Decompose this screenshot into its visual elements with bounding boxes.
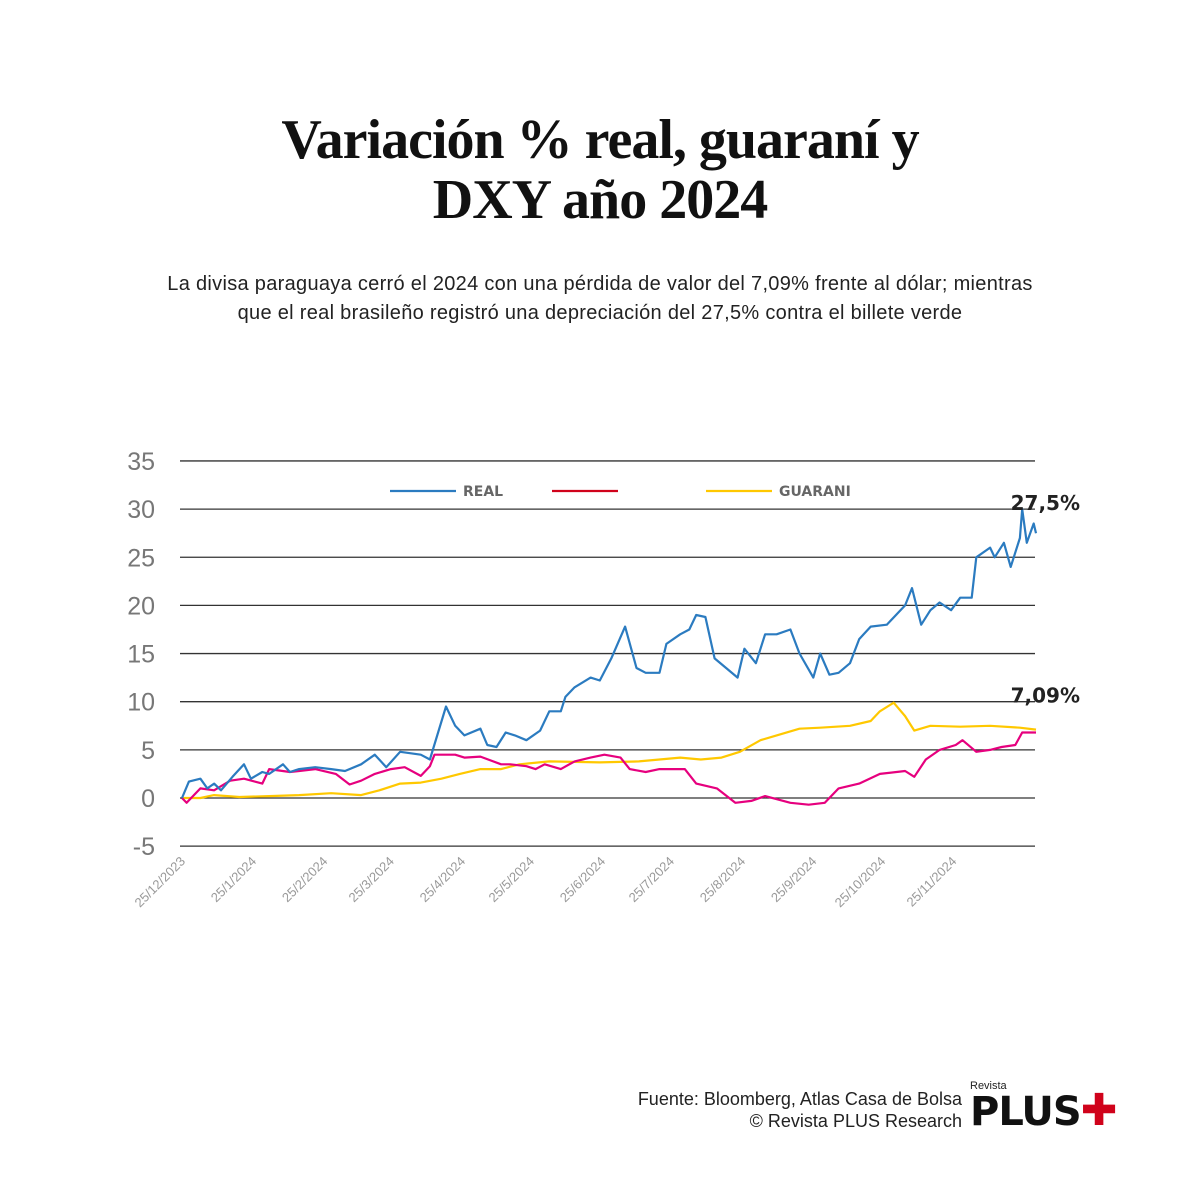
x-tick-label: 25/4/2024 bbox=[417, 854, 469, 906]
y-tick-label: 0 bbox=[141, 785, 155, 813]
logo-small-text: Revista bbox=[970, 1080, 1007, 1092]
x-tick-label: 25/8/2024 bbox=[697, 854, 749, 906]
logo-main-text: PLUS bbox=[970, 1089, 1082, 1135]
y-tick-label: 10 bbox=[127, 689, 155, 717]
x-tick-label: 25/1/2024 bbox=[208, 854, 260, 906]
copyright-text: © Revista PLUS Research bbox=[749, 1111, 962, 1131]
x-tick-label: 25/9/2024 bbox=[768, 854, 820, 906]
x-tick-label: 25/5/2024 bbox=[486, 854, 538, 906]
y-tick-label: 20 bbox=[127, 592, 155, 620]
x-tick-label: 25/11/2024 bbox=[904, 854, 960, 910]
y-tick-label: 15 bbox=[127, 641, 155, 669]
end-value-label: 27,5% bbox=[1011, 491, 1080, 515]
y-tick-label: 5 bbox=[141, 737, 155, 765]
x-tick-label: 25/7/2024 bbox=[626, 854, 678, 906]
end-value-label: 7,09% bbox=[1011, 684, 1080, 708]
chart-title: Variación % real, guaraní y DXY año 2024 bbox=[0, 110, 1200, 230]
x-tick-label: 25/12/2023 bbox=[131, 854, 188, 911]
legend-label: REAL bbox=[463, 484, 503, 500]
line-chart: 35 30 25 20 15 10 5 0 -525/12/2023 25/1/2024 25/2/… bbox=[127, 448, 1080, 911]
footer-credits: Fuente: Bloomberg, Atlas Casa de Bolsa ©… bbox=[638, 1088, 962, 1132]
x-tick-label: 25/6/2024 bbox=[557, 854, 609, 906]
x-tick-label: 25/2/2024 bbox=[279, 854, 331, 906]
source-text: Fuente: Bloomberg, Atlas Casa de Bolsa bbox=[637, 1089, 962, 1109]
series-line-guarani bbox=[182, 701, 1037, 800]
y-tick-label: -5 bbox=[133, 833, 155, 861]
chart-subtitle: La divisa paraguaya cerró el 2024 con un… bbox=[167, 273, 1033, 324]
x-tick-label: 25/3/2024 bbox=[346, 854, 398, 906]
legend-label: GUARANI bbox=[779, 484, 851, 500]
y-tick-label: 30 bbox=[127, 496, 155, 524]
y-tick-label: 25 bbox=[127, 544, 155, 572]
title-line-1: Variación % real, guaraní y bbox=[281, 109, 919, 171]
plus-cross-icon: ✚ bbox=[1080, 1085, 1118, 1136]
title-line-2: DXY año 2024 bbox=[432, 169, 768, 231]
series-line-real bbox=[180, 508, 1038, 799]
revista-plus-logo: Revista PLUS✚ bbox=[970, 1080, 1118, 1133]
x-tick-label: 25/10/2024 bbox=[832, 854, 889, 911]
y-tick-label: 35 bbox=[127, 448, 155, 476]
series-line-dxy bbox=[181, 731, 1036, 806]
